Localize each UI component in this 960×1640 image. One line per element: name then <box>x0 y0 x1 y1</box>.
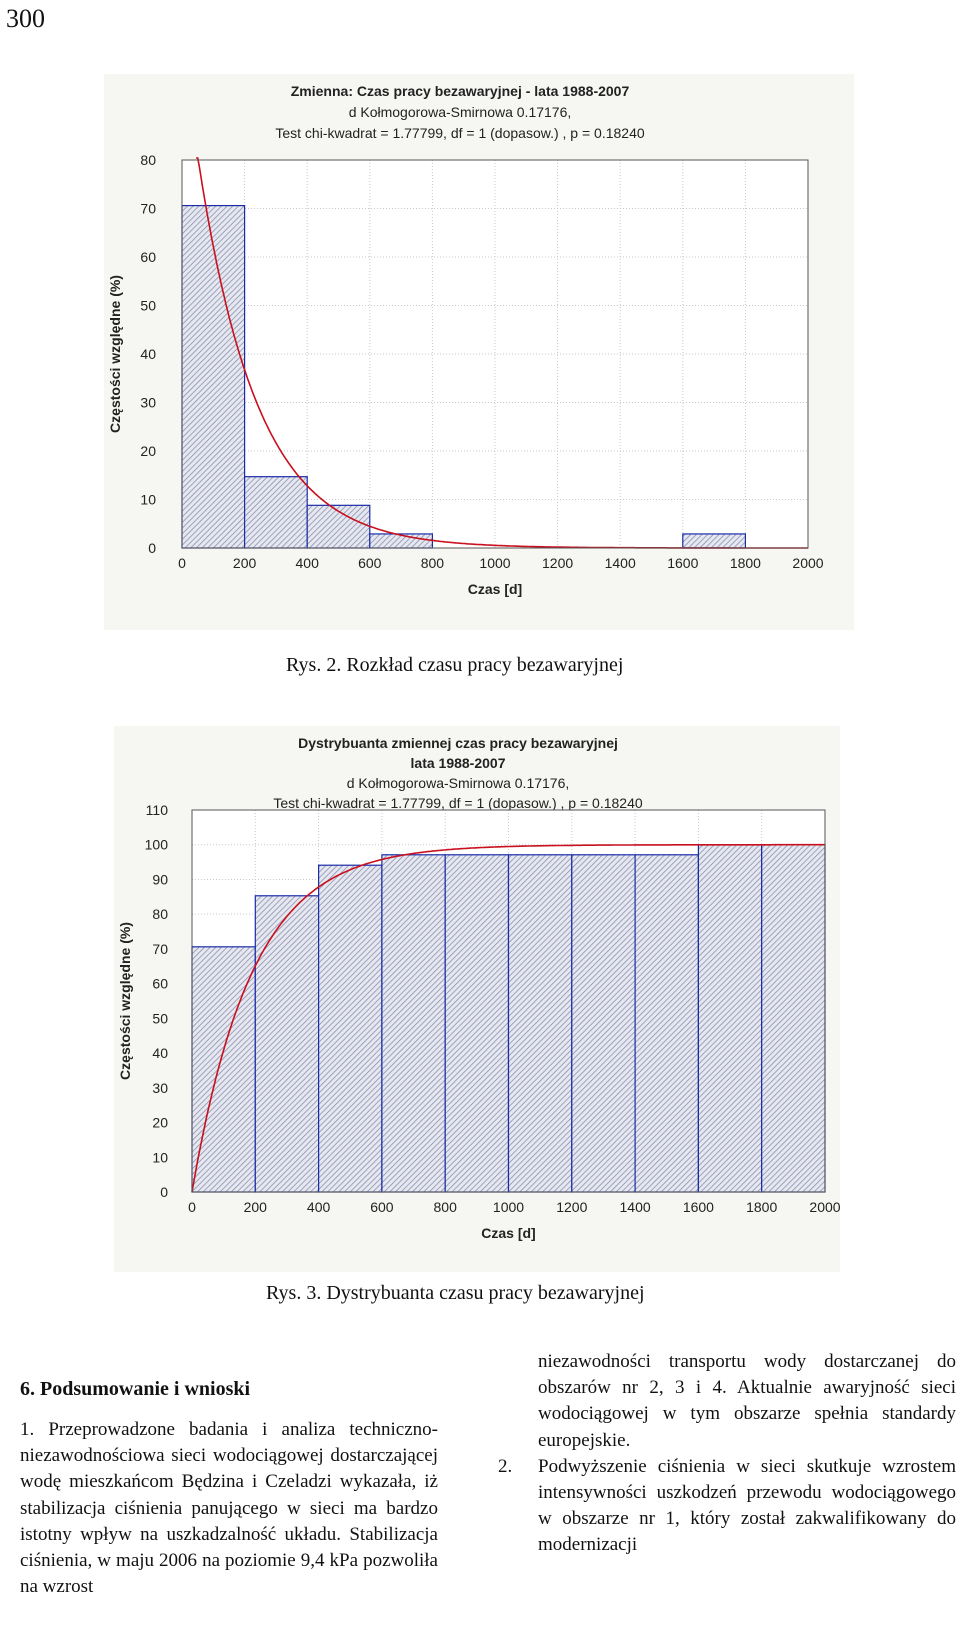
fig2-ytick-90: 90 <box>152 871 168 887</box>
fig2-xtick-1400: 1400 <box>620 1199 651 1215</box>
fig2-bar-1 <box>191 946 256 1193</box>
fig1-plot-frame <box>181 159 809 549</box>
fig2-ytick-10: 10 <box>152 1149 168 1165</box>
fig2-ytick-110: 110 <box>146 802 169 818</box>
fig1-xtick-800: 800 <box>421 555 445 571</box>
fig1-xtick-600: 600 <box>358 555 382 571</box>
fig2-ytick-80: 80 <box>152 906 168 922</box>
fig2-xtick-1200: 1200 <box>556 1199 587 1215</box>
right-column: niezawodności transportu wody dostarczan… <box>498 1349 956 1559</box>
fig1-ytick-30: 30 <box>140 395 156 411</box>
fig2-xtick-2000: 2000 <box>809 1199 840 1215</box>
fig2-xtick-400: 400 <box>307 1199 331 1215</box>
fig2-plot-frame <box>191 809 826 1193</box>
fig2-bar-4 <box>381 854 446 1193</box>
fig1-title-line-1: Zmienna: Czas pracy bezawaryjnej - lata … <box>291 83 630 99</box>
fig1-subtitle-line-1: d Kołmogorowa-Smirnowa 0.17176, <box>349 104 572 120</box>
fig1-bar-4 <box>369 533 433 549</box>
fig1-ytick-60: 60 <box>140 249 156 265</box>
fig2-ytick-0: 0 <box>160 1184 168 1200</box>
fig2-bar-9 <box>697 844 763 1193</box>
figure-caption-rys-2: Rys. 2. Rozkład czasu pracy bezawaryjnej <box>286 654 624 676</box>
fig2-bar-8 <box>634 854 699 1193</box>
conclusion-item-2: 2. Podwyższenie ciśnienia w sieci skutku… <box>498 1454 956 1559</box>
cdf-chart: Dystrybuanta zmiennej czas pracy bezawar… <box>114 726 841 1272</box>
fig1-xtick-0: 0 <box>178 555 186 571</box>
fig2-bar-3 <box>318 864 383 1193</box>
fig2-xtick-1600: 1600 <box>683 1199 714 1215</box>
fig1-ytick-40: 40 <box>140 346 156 362</box>
fig1-ytick-70: 70 <box>140 201 156 217</box>
histogram-svg: Zmienna: Czas pracy bezawaryjnej - lata … <box>107 83 824 597</box>
fig1-ytick-50: 50 <box>140 298 156 314</box>
item-2-number: 2. <box>498 1455 513 1477</box>
item-1-text-left: Przeprowadzone badania i analiza technic… <box>20 1419 439 1598</box>
fig2-ytick-100: 100 <box>145 837 169 853</box>
fig2-subtitle-line-1: d Kołmogorowa-Smirnowa 0.17176, <box>347 775 570 791</box>
fig2-bar-6 <box>507 854 573 1193</box>
fig1-xtick-1600: 1600 <box>667 555 698 571</box>
fig2-xtick-200: 200 <box>244 1199 268 1215</box>
fig2-xtick-0: 0 <box>188 1199 196 1215</box>
fig1-bar-5 <box>682 533 746 549</box>
fig1-bar-1 <box>181 204 246 549</box>
fig2-xtick-1800: 1800 <box>746 1199 777 1215</box>
conclusion-item-1-continued: niezawodności transportu wody dostarczan… <box>538 1351 956 1451</box>
fig1-bar-2 <box>244 476 308 549</box>
fig2-title-line-1: Dystrybuanta zmiennej czas pracy bezawar… <box>298 735 618 751</box>
fig2-bar-2 <box>254 895 320 1193</box>
fig2-fit-curve <box>191 843 825 1193</box>
fig1-x-axis-label: Czas [d] <box>468 581 522 597</box>
fig2-xtick-1000: 1000 <box>493 1199 524 1215</box>
histogram-chart: Zmienna: Czas pracy bezawaryjnej - lata … <box>104 74 854 630</box>
fig2-ytick-40: 40 <box>152 1045 168 1061</box>
fig1-ytick-20: 20 <box>140 443 156 459</box>
fig2-y-axis-label: Częstości względne (%) <box>117 922 133 1080</box>
figure-caption-rys-3: Rys. 3. Dystrybuanta czasu pracy bezawar… <box>266 1282 645 1304</box>
fig1-xtick-1200: 1200 <box>542 555 573 571</box>
fig1-ytick-80: 80 <box>140 152 156 168</box>
left-column: 1. Przeprowadzone badania i analiza tech… <box>20 1417 438 1600</box>
fig1-xtick-2000: 2000 <box>792 555 823 571</box>
cdf-svg: Dystrybuanta zmiennej czas pracy bezawar… <box>117 735 841 1241</box>
fig2-ytick-30: 30 <box>152 1080 168 1096</box>
fig1-subtitle-line-2: Test chi-kwadrat = 1.77799, df = 1 (dopa… <box>275 125 645 141</box>
conclusion-item-1: 1. Przeprowadzone badania i analiza tech… <box>20 1417 438 1600</box>
item-2-text: Podwyższenie ciśnienia w sieci skutkuje … <box>538 1455 956 1556</box>
fig2-title-line-2: lata 1988-2007 <box>411 755 506 771</box>
fig2-bar-5 <box>444 854 510 1193</box>
fig1-xtick-400: 400 <box>296 555 320 571</box>
fig1-ytick-0: 0 <box>148 540 156 556</box>
fig2-bar-7 <box>571 854 636 1193</box>
page-number: 300 <box>6 4 45 33</box>
fig1-xtick-1800: 1800 <box>730 555 761 571</box>
fig1-ytick-10: 10 <box>140 492 156 508</box>
fig2-xtick-800: 800 <box>434 1199 458 1215</box>
fig2-subtitle-line-2: Test chi-kwadrat = 1.77799, df = 1 (dopa… <box>273 795 643 811</box>
fig2-bar-10 <box>761 844 826 1193</box>
fig2-x-axis-label: Czas [d] <box>481 1225 535 1241</box>
fig1-xtick-1400: 1400 <box>605 555 636 571</box>
fig2-ytick-60: 60 <box>152 976 168 992</box>
fig2-xtick-600: 600 <box>370 1199 394 1215</box>
fig2-ytick-20: 20 <box>152 1115 168 1131</box>
item-1-number: 1. <box>20 1419 35 1440</box>
fig2-ytick-70: 70 <box>152 941 168 957</box>
fig1-y-axis-label: Częstości względne (%) <box>107 275 123 433</box>
fig1-xtick-200: 200 <box>233 555 257 571</box>
section-heading: 6. Podsumowanie i wnioski <box>20 1378 251 1400</box>
fig1-xtick-1000: 1000 <box>479 555 510 571</box>
fig2-ytick-50: 50 <box>152 1010 168 1026</box>
